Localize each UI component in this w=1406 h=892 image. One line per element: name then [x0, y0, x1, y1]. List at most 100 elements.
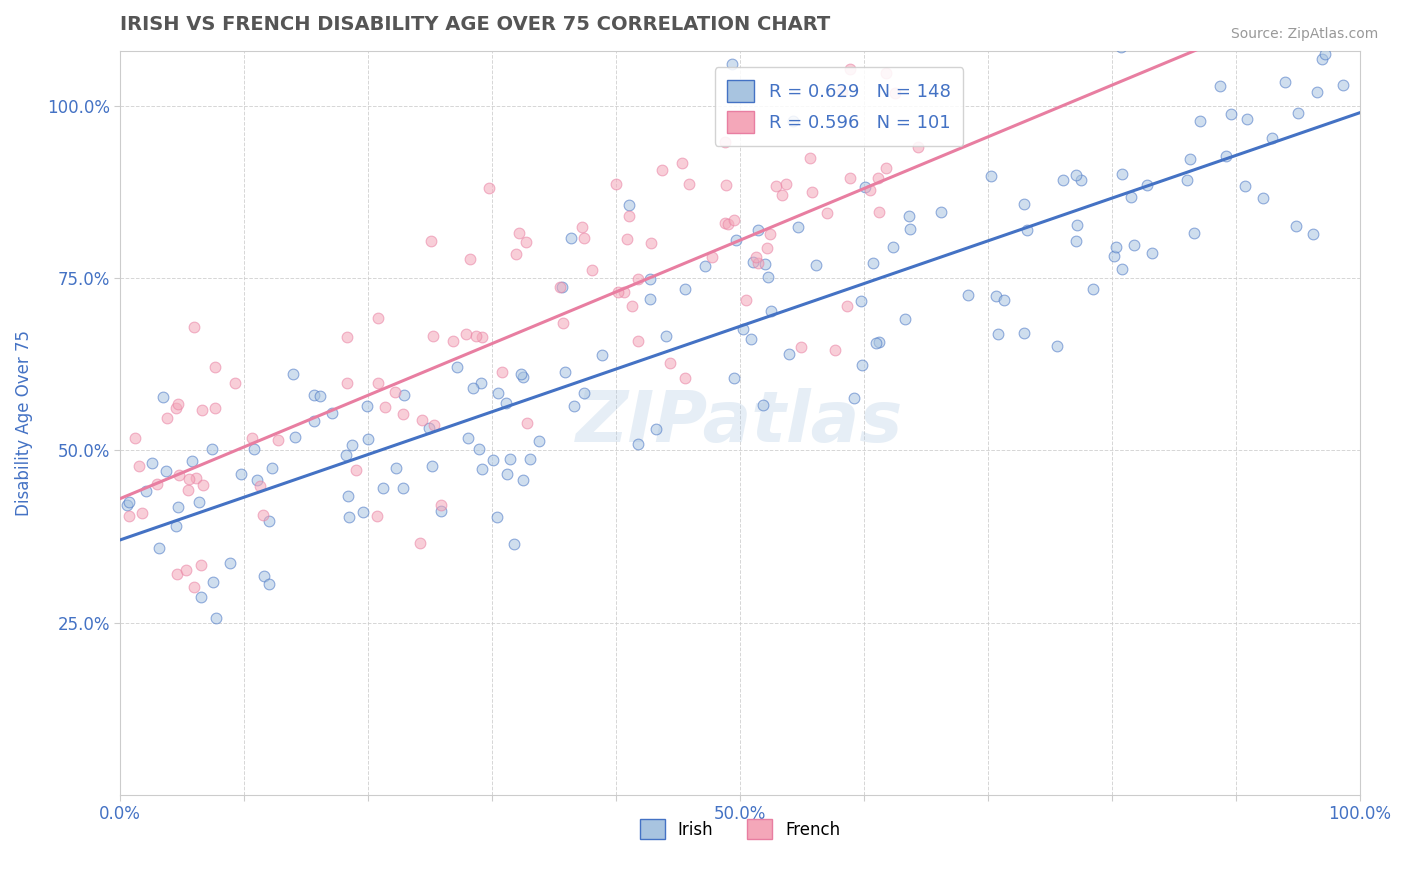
Point — [174, 564, 197, 578]
Point — [747, 255, 769, 269]
Point — [1236, 112, 1258, 126]
Point — [384, 461, 406, 475]
Point — [512, 370, 534, 384]
Point — [851, 358, 873, 372]
Point — [617, 198, 640, 212]
Point — [391, 481, 413, 495]
Point — [1178, 153, 1201, 167]
Point — [799, 151, 821, 165]
Point — [118, 508, 141, 523]
Point — [1219, 106, 1241, 120]
Point — [430, 498, 453, 512]
Point — [1017, 222, 1039, 236]
Point — [786, 219, 808, 234]
Point — [495, 396, 517, 410]
Point — [411, 413, 433, 427]
Point — [1233, 178, 1256, 193]
Point — [754, 256, 776, 270]
Point — [340, 438, 363, 452]
Point — [638, 292, 661, 306]
Text: Source: ZipAtlas.com: Source: ZipAtlas.com — [1230, 27, 1378, 41]
Point — [571, 219, 593, 234]
Point — [742, 255, 765, 269]
Point — [204, 401, 226, 415]
Point — [458, 252, 481, 267]
Point — [638, 272, 661, 286]
Point — [486, 385, 509, 400]
Point — [765, 178, 787, 193]
Point — [267, 434, 290, 448]
Point — [554, 365, 576, 379]
Point — [678, 177, 700, 191]
Point — [702, 250, 724, 264]
Point — [188, 495, 211, 509]
Point — [980, 169, 1002, 184]
Point — [156, 411, 179, 425]
Point — [309, 389, 332, 403]
Point — [993, 293, 1015, 307]
Point — [865, 336, 887, 351]
Point — [190, 558, 212, 572]
Point — [128, 458, 150, 473]
Point — [740, 332, 762, 346]
Point — [482, 453, 505, 467]
Point — [800, 186, 823, 200]
Point — [654, 329, 676, 343]
Point — [201, 442, 224, 457]
Point — [243, 442, 266, 456]
Point — [756, 270, 779, 285]
Point — [1070, 173, 1092, 187]
Point — [204, 360, 226, 375]
Point — [384, 384, 406, 399]
Point — [1261, 131, 1284, 145]
Point — [463, 381, 485, 395]
Point — [752, 398, 775, 412]
Point — [574, 386, 596, 401]
Point — [366, 509, 388, 524]
Point — [430, 504, 453, 518]
Point — [651, 163, 673, 178]
Point — [118, 495, 141, 509]
Point — [1182, 226, 1205, 240]
Point — [775, 177, 797, 191]
Point — [491, 366, 513, 380]
Point — [231, 467, 253, 482]
Point — [868, 205, 890, 219]
Point — [717, 217, 740, 231]
Point — [478, 181, 501, 195]
Point — [883, 86, 905, 100]
Point — [465, 329, 488, 343]
Point — [454, 326, 477, 341]
Point — [745, 250, 768, 264]
Point — [503, 536, 526, 550]
Point — [336, 376, 359, 391]
Point — [1306, 85, 1329, 99]
Point — [875, 161, 897, 175]
Point — [512, 473, 534, 487]
Text: IRISH VS FRENCH DISABILITY AGE OVER 75 CORRELATION CHART: IRISH VS FRENCH DISABILITY AGE OVER 75 C… — [121, 15, 831, 34]
Point — [714, 216, 737, 230]
Point — [640, 236, 662, 251]
Point — [1012, 326, 1035, 340]
Point — [177, 483, 200, 497]
Point — [838, 170, 860, 185]
Point — [1104, 249, 1126, 263]
Point — [562, 399, 585, 413]
Point — [572, 230, 595, 244]
Point — [844, 391, 866, 405]
Point — [321, 406, 343, 420]
Point — [551, 317, 574, 331]
Point — [868, 334, 890, 349]
Point — [446, 359, 468, 374]
Point — [246, 473, 269, 487]
Point — [167, 467, 190, 482]
Point — [1140, 245, 1163, 260]
Point — [1066, 219, 1088, 233]
Point — [987, 326, 1010, 341]
Point — [853, 179, 876, 194]
Point — [240, 431, 263, 445]
Point — [124, 431, 146, 445]
Point — [782, 113, 804, 128]
Point — [866, 171, 889, 186]
Point — [747, 223, 769, 237]
